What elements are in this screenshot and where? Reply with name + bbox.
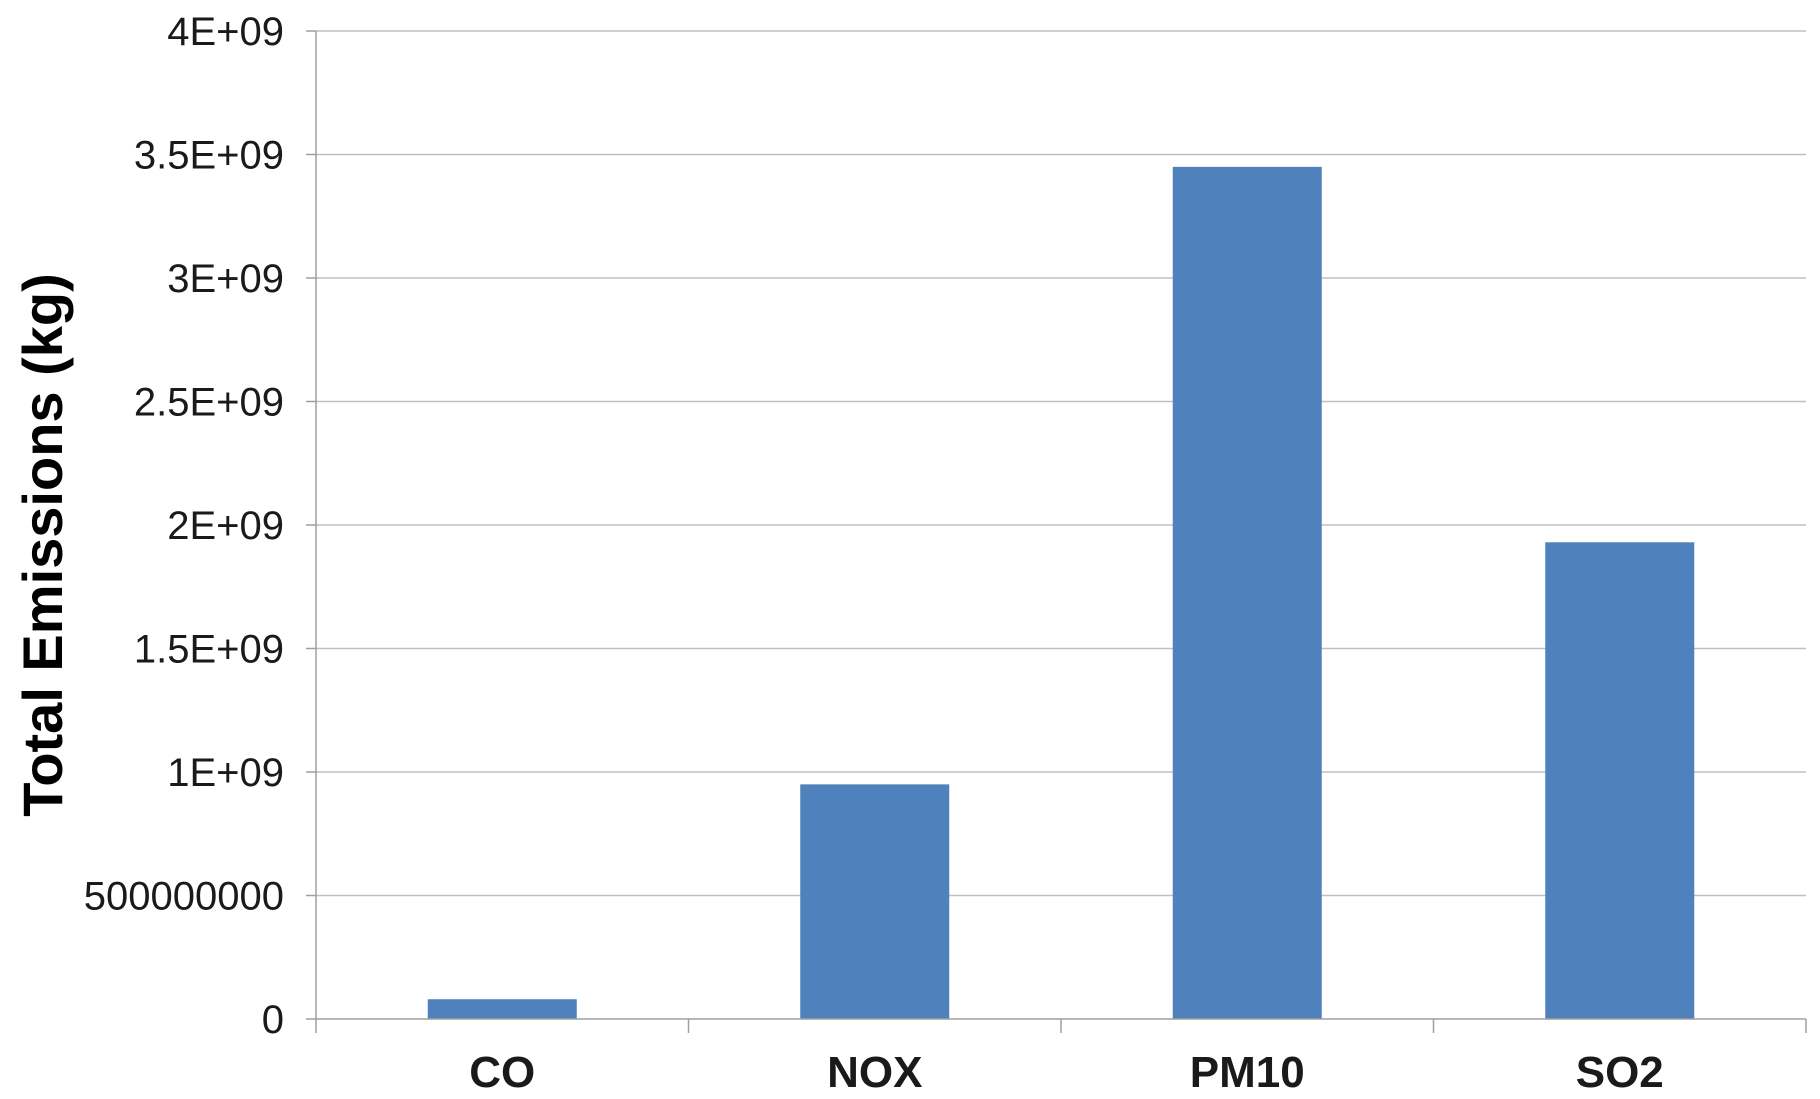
x-category-label: NOX xyxy=(827,1048,922,1097)
bar-pm10 xyxy=(1172,166,1322,1020)
bar-co xyxy=(427,999,577,1019)
y-tick-label: 3.5E+09 xyxy=(134,134,284,178)
gridlines xyxy=(316,30,1806,897)
y-tick-label: 3E+09 xyxy=(167,257,284,301)
y-tick-label: 1.5E+09 xyxy=(134,628,284,672)
x-category-label: PM10 xyxy=(1190,1048,1305,1097)
y-tick-label: 500000000 xyxy=(84,875,284,919)
x-category-label: SO2 xyxy=(1576,1048,1664,1097)
bars xyxy=(427,166,1695,1020)
bar-nox xyxy=(800,784,950,1019)
x-category-label: CO xyxy=(469,1048,535,1097)
y-tick-label: 1E+09 xyxy=(167,751,284,795)
x-tick-labels: CO NOX PM10 SO2 xyxy=(469,1048,1664,1097)
y-tick-label: 4E+09 xyxy=(167,10,284,54)
y-tick-label: 2E+09 xyxy=(167,504,284,548)
y-tick-label: 2.5E+09 xyxy=(134,381,284,425)
bar-so2 xyxy=(1545,542,1695,1019)
y-tick-labels: 0 500000000 1E+09 1.5E+09 2E+09 2.5E+09 3E+09 3… xyxy=(84,10,284,1042)
axes xyxy=(306,30,1807,1033)
y-axis-title: Total Emissions (kg) xyxy=(11,273,74,816)
y-tick-label: 0 xyxy=(262,998,284,1042)
